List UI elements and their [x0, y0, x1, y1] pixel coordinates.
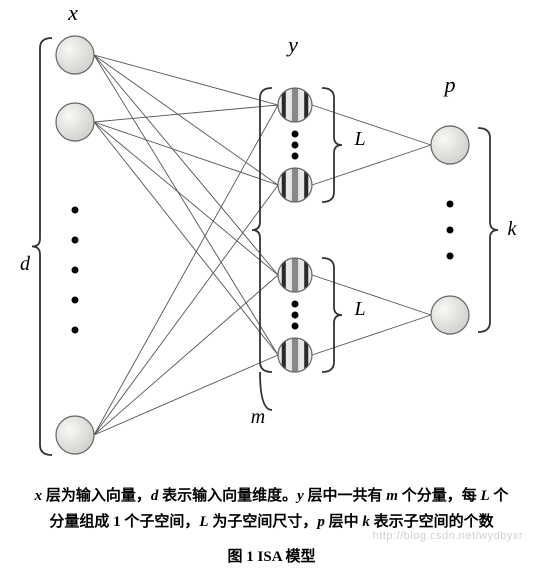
svg-text:L: L — [353, 128, 365, 150]
var-p: p — [317, 514, 325, 530]
isa-model-diagram: x y p d m L Lk — [10, 10, 533, 480]
svg-text:y: y — [286, 32, 298, 57]
var-x: x — [35, 488, 43, 504]
svg-text:k: k — [508, 218, 518, 240]
svg-text:p: p — [443, 72, 456, 97]
var-L2: L — [199, 514, 208, 530]
figure-title: 图 1 ISA 模型 http://blog.csdn.net/wydbyxr — [10, 545, 533, 566]
var-m: m — [386, 488, 398, 504]
svg-text:d: d — [20, 253, 31, 275]
svg-text:m: m — [251, 406, 265, 428]
var-L: L — [480, 488, 489, 504]
var-k: k — [362, 514, 370, 530]
svg-text:L: L — [353, 298, 365, 320]
watermark-text: http://blog.csdn.net/wydbyxr — [373, 530, 523, 542]
var-y: y — [297, 488, 304, 504]
svg-text:x: x — [67, 10, 78, 25]
